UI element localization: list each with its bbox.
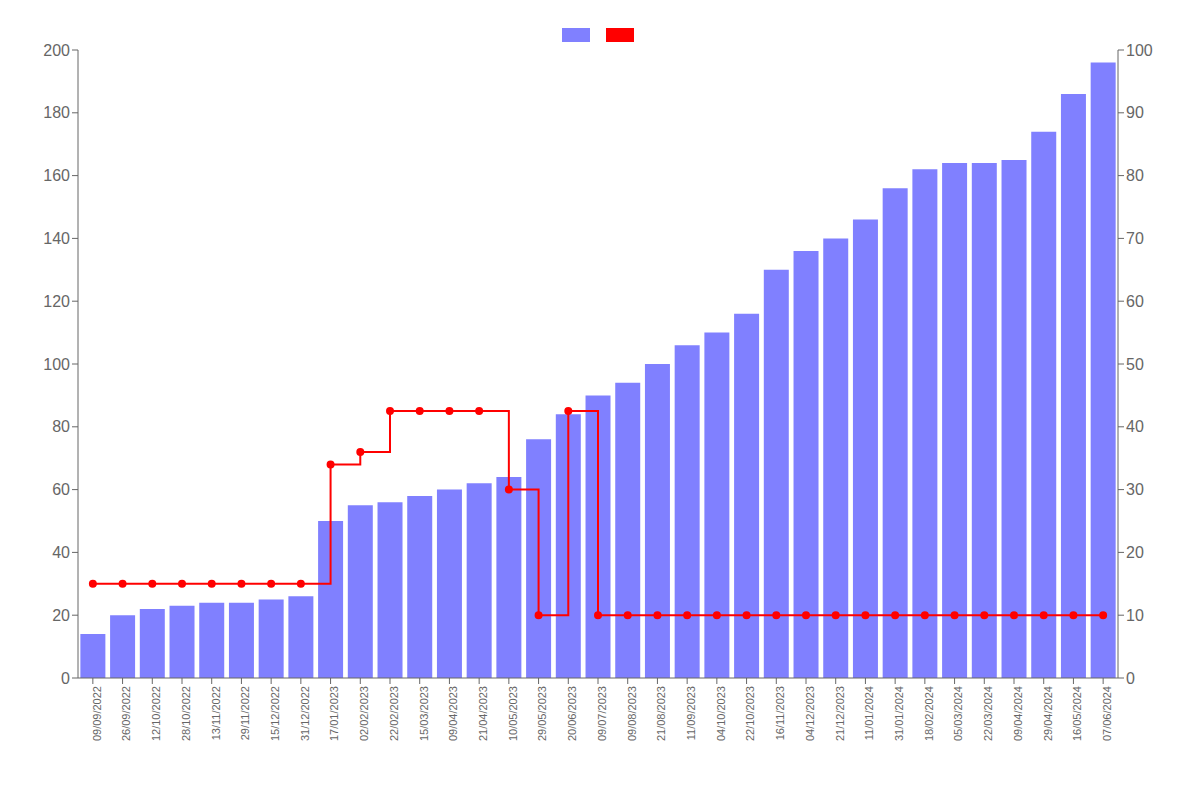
svg-text:31/01/2024: 31/01/2024: [893, 686, 905, 741]
svg-text:29/04/2024: 29/04/2024: [1042, 686, 1054, 741]
svg-text:05/03/2024: 05/03/2024: [952, 686, 964, 741]
svg-text:29/11/2022: 29/11/2022: [239, 686, 251, 740]
svg-text:10: 10: [1126, 607, 1144, 624]
svg-text:60: 60: [1126, 293, 1144, 310]
svg-text:04/10/2023: 04/10/2023: [715, 686, 727, 741]
svg-text:12/10/2022: 12/10/2022: [150, 686, 162, 741]
svg-text:30: 30: [1126, 481, 1144, 498]
svg-text:21/08/2023: 21/08/2023: [655, 686, 667, 741]
svg-text:200: 200: [43, 42, 70, 59]
svg-text:11/01/2024: 11/01/2024: [863, 686, 875, 740]
svg-text:20: 20: [1126, 544, 1144, 561]
svg-text:22/03/2024: 22/03/2024: [982, 686, 994, 741]
svg-text:20: 20: [52, 607, 70, 624]
svg-text:40: 40: [1126, 418, 1144, 435]
svg-text:160: 160: [43, 167, 70, 184]
svg-text:29/05/2023: 29/05/2023: [536, 686, 548, 741]
svg-text:18/02/2024: 18/02/2024: [923, 686, 935, 741]
svg-text:26/09/2022: 26/09/2022: [120, 686, 132, 741]
svg-text:80: 80: [52, 418, 70, 435]
svg-text:22/10/2023: 22/10/2023: [744, 686, 756, 741]
svg-text:60: 60: [52, 481, 70, 498]
svg-text:22/02/2023: 22/02/2023: [388, 686, 400, 741]
svg-text:09/04/2023: 09/04/2023: [447, 686, 459, 741]
svg-text:04/12/2023: 04/12/2023: [804, 686, 816, 741]
svg-text:31/12/2022: 31/12/2022: [299, 686, 311, 741]
svg-text:0: 0: [1126, 670, 1135, 687]
svg-text:120: 120: [43, 293, 70, 310]
svg-text:21/12/2023: 21/12/2023: [834, 686, 846, 741]
svg-text:17/01/2023: 17/01/2023: [328, 686, 340, 741]
svg-text:180: 180: [43, 104, 70, 121]
svg-text:40: 40: [52, 544, 70, 561]
svg-text:07/06/2024: 07/06/2024: [1101, 686, 1113, 741]
svg-text:09/07/2023: 09/07/2023: [596, 686, 608, 741]
svg-text:16/11/2023: 16/11/2023: [774, 686, 786, 740]
svg-text:50: 50: [1126, 356, 1144, 373]
svg-text:70: 70: [1126, 230, 1144, 247]
svg-text:16/05/2024: 16/05/2024: [1071, 686, 1083, 741]
svg-text:20/06/2023: 20/06/2023: [566, 686, 578, 741]
svg-text:100: 100: [1126, 42, 1153, 59]
svg-text:13/11/2022: 13/11/2022: [210, 686, 222, 740]
svg-text:0: 0: [61, 670, 70, 687]
svg-text:10/05/2023: 10/05/2023: [507, 686, 519, 741]
svg-text:09/09/2022: 09/09/2022: [91, 686, 103, 741]
svg-text:100: 100: [43, 356, 70, 373]
svg-text:02/02/2023: 02/02/2023: [358, 686, 370, 741]
svg-text:09/08/2023: 09/08/2023: [626, 686, 638, 741]
svg-text:28/10/2022: 28/10/2022: [180, 686, 192, 741]
svg-text:11/09/2023: 11/09/2023: [685, 686, 697, 740]
svg-text:15/12/2022: 15/12/2022: [269, 686, 281, 741]
svg-text:80: 80: [1126, 167, 1144, 184]
svg-text:09/04/2024: 09/04/2024: [1012, 686, 1024, 741]
svg-text:140: 140: [43, 230, 70, 247]
svg-text:90: 90: [1126, 104, 1144, 121]
svg-text:21/04/2023: 21/04/2023: [477, 686, 489, 741]
svg-text:15/03/2023: 15/03/2023: [418, 686, 430, 741]
